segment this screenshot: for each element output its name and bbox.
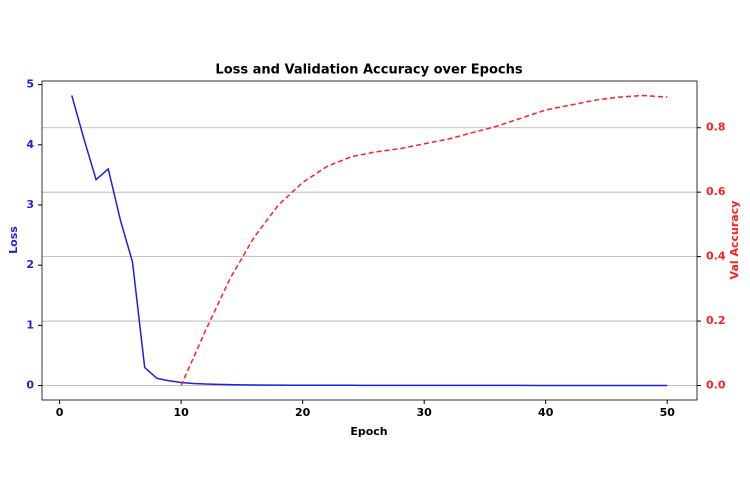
y2-tick-label: 0.6 xyxy=(706,185,726,198)
series-line xyxy=(180,94,668,386)
x-tick-label: 30 xyxy=(417,406,433,419)
x-tick-label: 20 xyxy=(295,406,311,419)
y-tick-label: 2 xyxy=(26,258,34,271)
y2-tick-label: 0.8 xyxy=(706,121,726,134)
y-tick-label: 5 xyxy=(26,78,34,91)
chart-title: Loss and Validation Accuracy over Epochs xyxy=(215,63,522,78)
y-axis-label: Loss xyxy=(7,226,20,254)
y2-axis-label: Val Accuracy xyxy=(728,201,741,280)
x-tick-label: 40 xyxy=(538,406,554,419)
x-tick-label: 10 xyxy=(173,406,189,419)
x-axis-label: Epoch xyxy=(350,425,387,438)
plot-frame xyxy=(41,80,698,401)
y2-tick-label: 0.2 xyxy=(706,314,726,327)
x-tick-label: 50 xyxy=(660,406,676,419)
y-tick-label: 1 xyxy=(26,318,34,331)
y-tick-label: 3 xyxy=(26,198,34,211)
y-tick-label: 0 xyxy=(26,379,34,392)
y2-tick-label: 0.0 xyxy=(706,379,726,392)
y2-tick-label: 0.4 xyxy=(706,250,726,263)
y-tick-label: 4 xyxy=(26,138,34,151)
series-line xyxy=(71,95,668,387)
x-tick-label: 0 xyxy=(56,406,64,419)
